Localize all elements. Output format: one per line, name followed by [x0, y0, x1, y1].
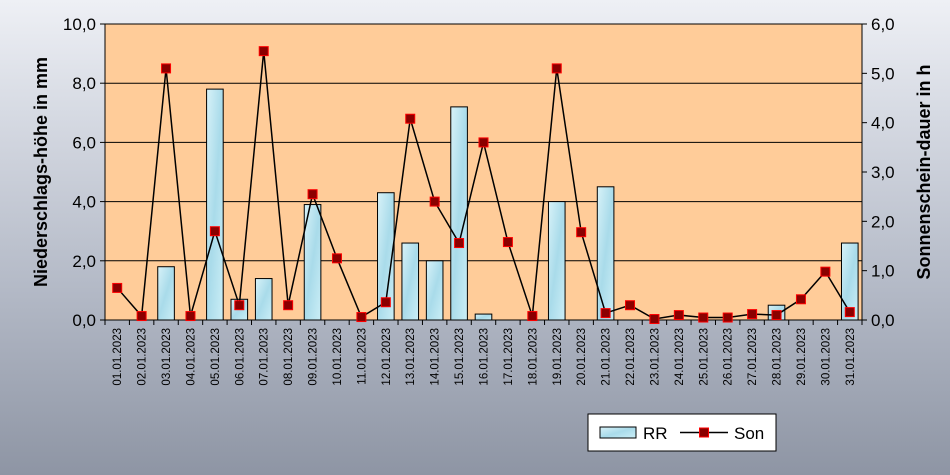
x-tick-label: 28.01.2023: [772, 328, 784, 386]
x-tick-label: 14.01.2023: [430, 328, 442, 386]
y-tick-label-left: 2,0: [72, 252, 96, 271]
marker-son: [844, 307, 855, 318]
marker-son: [454, 238, 465, 249]
marker-son: [673, 310, 684, 321]
x-tick-label: 01.01.2023: [112, 328, 124, 386]
plot-area: [104, 23, 863, 321]
x-tick-label: 04.01.2023: [185, 328, 197, 386]
y-tick-label-left: 10,0: [63, 15, 96, 34]
x-tick-label: 05.01.2023: [210, 328, 222, 386]
marker-son: [625, 300, 636, 311]
y-tick-label-left: 4,0: [72, 193, 96, 212]
legend-label-rr: RR: [643, 424, 668, 443]
y-tick-label-right: 1,0: [871, 262, 895, 281]
bar-rr: [303, 204, 322, 321]
bar-rr: [254, 278, 273, 321]
bar-rr: [157, 266, 175, 321]
bar-rr: [206, 88, 224, 321]
marker-son: [356, 312, 367, 323]
marker-son: [649, 314, 660, 325]
y-tick-label-left: 0,0: [72, 311, 96, 330]
bar-rr: [425, 260, 444, 321]
x-tick-label: 16.01.2023: [479, 328, 491, 386]
marker-son: [527, 311, 538, 322]
x-tick-label: 20.01.2023: [576, 328, 588, 386]
marker-son: [283, 300, 294, 311]
marker-son: [429, 196, 440, 207]
x-tick-label: 03.01.2023: [161, 328, 173, 386]
x-tick-label: 19.01.2023: [552, 328, 564, 386]
x-tick-label: 09.01.2023: [308, 328, 320, 386]
marker-son: [478, 137, 489, 148]
y-tick-label-right: 6,0: [871, 15, 895, 34]
marker-son: [380, 297, 391, 308]
y-tick-label-right: 2,0: [871, 212, 895, 231]
bar-rr: [474, 313, 493, 321]
legend-swatch-rr: [599, 426, 637, 439]
marker-son: [185, 311, 196, 322]
x-tick-label: 11.01.2023: [356, 328, 368, 385]
x-tick-label: 30.01.2023: [820, 328, 832, 386]
marker-son: [722, 312, 733, 323]
marker-son: [747, 309, 758, 320]
marker-son: [698, 312, 709, 323]
x-tick-label: 10.01.2023: [332, 328, 344, 386]
x-tick-label: 24.01.2023: [674, 328, 686, 386]
y-axis-title-left: Niederschlags-höhe in mm: [31, 57, 51, 287]
legend-marker-son: [699, 427, 709, 438]
bar-rr: [840, 242, 859, 321]
x-tick-label: 27.01.2023: [747, 328, 759, 386]
x-tick-label: 26.01.2023: [723, 328, 735, 386]
y-axis-title-right: Sonnenschein-dauer in h: [914, 64, 934, 279]
marker-son: [331, 253, 342, 264]
marker-son: [405, 113, 416, 124]
x-tick-label: 23.01.2023: [649, 328, 661, 386]
y-tick-label-right: 0,0: [871, 311, 895, 330]
y-tick-label-right: 5,0: [871, 64, 895, 83]
x-tick-label: 15.01.2023: [454, 328, 466, 386]
x-tick-label: 22.01.2023: [625, 328, 637, 386]
marker-son: [112, 282, 123, 293]
x-tick-label: 13.01.2023: [405, 328, 417, 386]
y-tick-label-right: 4,0: [871, 114, 895, 133]
marker-son: [258, 46, 269, 57]
x-tick-label: 02.01.2023: [137, 328, 149, 386]
x-tick-label: 08.01.2023: [283, 328, 295, 386]
y-tick-label-right: 3,0: [871, 163, 895, 182]
marker-son: [502, 237, 513, 248]
bar-rr: [377, 192, 395, 321]
x-tick-label: 06.01.2023: [234, 328, 246, 386]
y-tick-label-left: 6,0: [72, 133, 96, 152]
y-tick-label-left: 8,0: [72, 74, 96, 93]
marker-son: [795, 294, 806, 305]
marker-son: [161, 63, 172, 74]
bar-rr: [401, 242, 420, 321]
bar-rr: [596, 186, 615, 321]
x-tick-label: 12.01.2023: [381, 328, 393, 386]
marker-son: [820, 266, 831, 277]
marker-son: [209, 226, 220, 237]
x-tick-label: 07.01.2023: [259, 328, 271, 386]
marker-son: [307, 189, 318, 200]
x-tick-label: 25.01.2023: [698, 328, 710, 386]
marker-son: [551, 63, 562, 74]
marker-son: [234, 300, 245, 311]
bar-rr: [450, 106, 468, 321]
marker-son: [600, 308, 611, 319]
x-tick-label: 18.01.2023: [527, 328, 539, 386]
x-tick-label: 29.01.2023: [796, 328, 808, 386]
x-tick-label: 21.01.2023: [601, 328, 613, 386]
x-tick-label: 31.01.2023: [845, 328, 857, 386]
legend-label-son: Son: [734, 424, 764, 443]
bar-rr: [547, 201, 566, 321]
marker-son: [576, 227, 587, 238]
marker-son: [136, 311, 147, 322]
marker-son: [771, 310, 782, 321]
x-tick-label: 17.01.2023: [503, 328, 515, 386]
